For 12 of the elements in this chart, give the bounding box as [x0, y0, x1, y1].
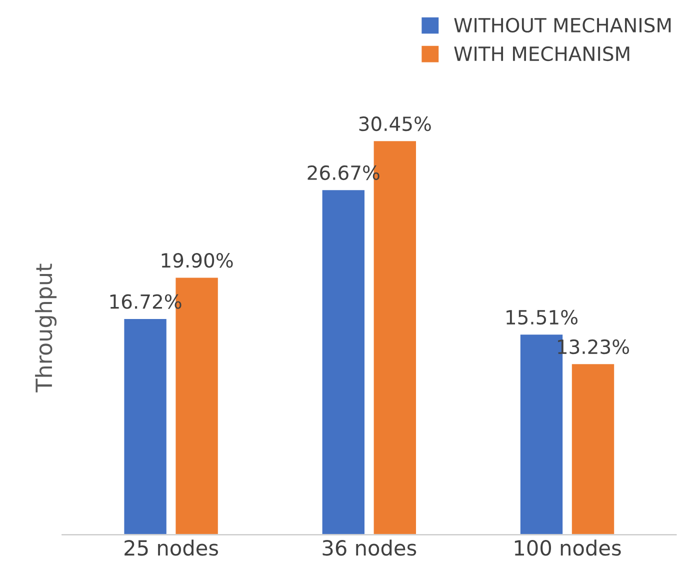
- bar: [320, 188, 366, 535]
- x-tick-label: 36 nodes: [322, 540, 416, 556]
- bar: [122, 318, 168, 535]
- data-label: 15.51%: [506, 310, 578, 325]
- legend-label: WITH MECHANISM: [454, 46, 630, 62]
- data-label: 30.45%: [359, 116, 431, 132]
- x-tick-label: 100 nodes: [514, 540, 621, 556]
- data-label: 19.90%: [162, 253, 233, 268]
- bar: [570, 362, 616, 535]
- x-tick-label: 25 nodes: [124, 540, 218, 556]
- y-axis-title: Throughput: [35, 264, 57, 392]
- legend-label: WITHOUT MECHANISM: [454, 18, 671, 33]
